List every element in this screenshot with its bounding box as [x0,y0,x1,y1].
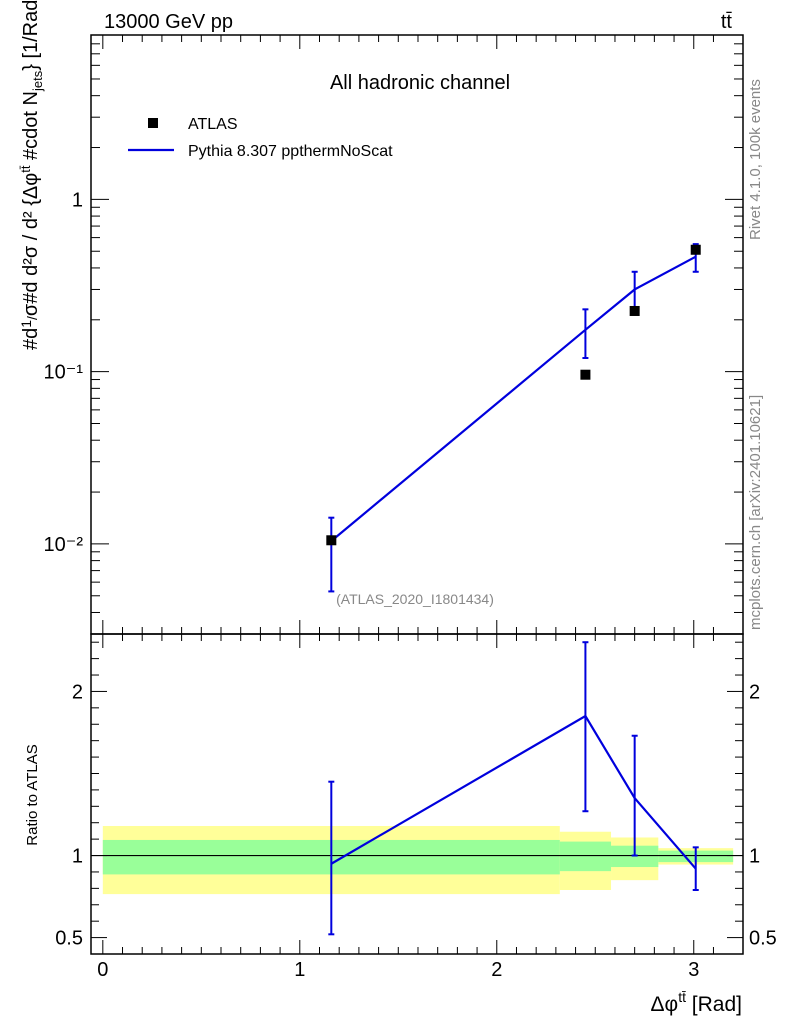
main-y-tick-label: 1 [72,189,83,211]
ytitle-part-3: / [24,316,40,320]
ratio-y-tick-label-left: 0.5 [55,928,83,950]
xtitle-part-1: Δφ [651,993,679,1016]
main-panel: 1 10⁻¹ 10⁻² All hadronic channel (ATLAS_20… [18,0,744,635]
ratio-y-tick-label-right: 1 [749,846,760,868]
header-right-label: tt̄ [721,11,733,33]
x-tick-label: 2 [491,959,502,981]
ytitle-part-9: } [1/Rad] [20,0,42,71]
x-axis-title: Δφtt̄ [Rad] [651,989,742,1016]
ratio-y-tick-label-left: 1 [72,846,83,868]
ratio-y-tick-label-left: 2 [72,681,83,703]
ratio-plot-content [91,641,743,936]
main-y-tick-label: 10⁻² [44,534,84,556]
main-y-tick-label: 10⁻¹ [44,362,84,384]
x-tick-label: 0 [97,959,108,981]
ratio-pythia-curve [330,714,697,870]
ratio-inner-band [559,841,612,872]
x-tick-label: 1 [294,959,305,981]
ratio-frame [90,633,744,955]
xtitle-part-2: tt̄ [678,989,686,1005]
ratio-y-tick-label-right: 2 [749,681,760,703]
legend-pythia-label: Pythia 8.307 ppthermNoScat [188,143,393,160]
rivet-version-label: Rivet 4.1.0, 100k events [747,79,764,240]
ytitle-part-8: jets [30,70,45,92]
ratio-panel: 2 2 1 1 0.5 0.5 0 1 2 3 Ratio to ATLAS Δφtt̄ [Rad… [24,633,777,1016]
legend: ATLAS Pythia 8.307 ppthermNoScat [128,116,393,160]
atlas-data-point [580,369,591,380]
main-plot-content [326,243,701,593]
pythia-curve [330,255,697,542]
ytitle-part-5: d²σ / d² {Δφ [20,173,42,276]
ytitle-part-4: σ#d [20,276,42,316]
atlas-data-point [326,535,337,546]
chart-title: All hadronic channel [330,72,510,94]
header-left-label: 13000 GeV pp [104,11,233,33]
ytitle-part-6: tt̄ [18,165,33,173]
ratio-y-axis-title: Ratio to ATLAS [24,744,41,845]
main-axis-ticks: 1 10⁻¹ 10⁻² [44,34,743,635]
mcplots-label: mcplots.cern.ch [arXiv:2401.10621] [747,395,764,630]
xtitle-part-3: [Rad] [686,993,742,1016]
atlas-data-point [690,244,701,255]
ytitle-part-1: #d [20,328,42,350]
ratio-axis-ticks: 2 2 1 1 0.5 0.5 0 1 2 3 [55,634,777,981]
main-y-axis-title: #d1/σ#d d²σ / d² {Δφtt̄ #cdot Njets} [1/… [18,0,45,350]
ytitle-part-7: #cdot N [20,91,42,165]
atlas-data-point [629,305,640,316]
legend-atlas-marker [148,118,158,128]
ratio-y-tick-label-right: 0.5 [749,928,777,950]
legend-atlas-label: ATLAS [188,116,238,133]
ytitle-part-2: 1 [18,320,34,328]
ratio-uncertainty-bands [102,826,734,895]
analysis-watermark: (ATLAS_2020_I1801434) [336,591,494,607]
x-tick-label: 3 [688,959,699,981]
main-y-axis-title-text: #d1/σ#d d²σ / d² {Δφtt̄ #cdot Njets} [1/… [18,0,45,350]
